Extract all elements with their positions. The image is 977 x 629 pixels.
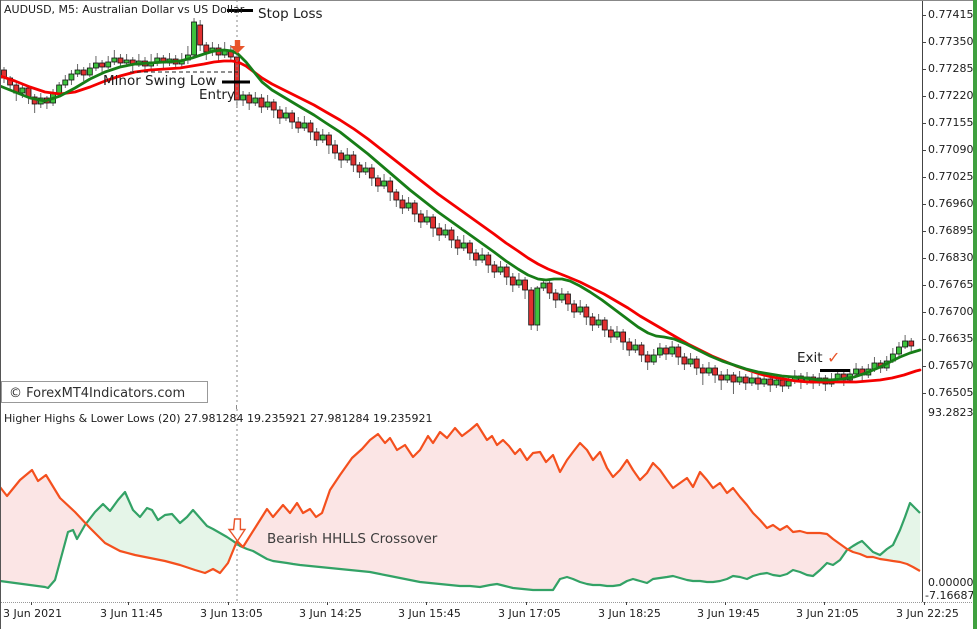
hhll-fill-areas [0,424,920,590]
price-chart-panel[interactable]: Stop Loss Minor Swing Low Entry Exit ✓ A… [0,0,922,405]
time-axis-label: 3 Jun 19:45 [697,607,760,620]
crossover-label: Bearish HHLLS Crossover [267,531,438,547]
price-axis-tick [922,177,926,178]
price-axis-tick [922,123,926,124]
time-axis-tick [725,602,726,605]
time-axis-tick [526,602,527,605]
price-axis-tick [922,339,926,340]
time-axis-label: 3 Jun 13:05 [200,607,263,620]
minor-swing-low-label: Minor Swing Low [103,73,216,89]
price-axis-label: 0.76830 [928,251,974,264]
price-axis-label: 0.77220 [928,89,974,102]
exit-label: Exit [797,350,823,366]
price-axis-tick [922,42,926,43]
price-axis-tick [922,312,926,313]
indicator-axis-label: 93.282384 [928,406,977,419]
stop-loss-label: Stop Loss [258,6,323,22]
time-axis-tick [924,602,925,605]
time-axis-label: 3 Jun 11:45 [100,607,163,620]
price-axis-tick [922,96,926,97]
frame-left [0,0,1,629]
price-axis-tick [922,258,926,259]
indicator-axis-label: -7.166873 [925,589,977,602]
price-axis-tick [922,366,926,367]
time-axis-label: 3 Jun 14:25 [299,607,362,620]
time-axis-line [0,602,974,603]
price-axis-label: 0.76960 [928,197,974,210]
time-axis-tick [824,602,825,605]
indicator-title: Higher Highs & Lower Lows (20) 27.981284… [4,412,433,425]
time-axis[interactable]: 3 Jun 2021 3 Jun 11:45 3 Jun 13:05 3 Jun 14… [0,602,974,629]
price-axis-label: 0.76505 [928,386,974,399]
price-axis-label: 0.76570 [928,359,974,372]
time-axis-label: 3 Jun 21:05 [796,607,859,620]
price-axis-label: 0.77285 [928,62,974,75]
indicator-axis-label: 0.000000 [928,576,977,589]
price-axis-label: 0.77155 [928,116,974,129]
crossover-arrow-icon [227,518,247,543]
time-axis-label: 3 Jun 18:25 [598,607,661,620]
hhll-lines [0,422,921,592]
time-axis-tick [128,602,129,605]
time-axis-tick [31,602,32,605]
time-axis-tick [426,602,427,605]
price-axis-tick [922,150,926,151]
time-axis-tick [626,602,627,605]
signal-vertical-line-gap [236,405,237,409]
watermark-text: © ForexMT4Indicators.com [9,386,185,401]
price-axis-label: 0.77090 [928,143,974,156]
price-axis-tick [922,15,926,16]
price-axis-tick [922,69,926,70]
price-axis-label: 0.76635 [928,332,974,345]
time-axis-label: 3 Jun 2021 [3,607,63,620]
price-axis-label: 0.76700 [928,305,974,318]
chart-symbol-title: AUDUSD, M5: Australian Dollar vs US Doll… [4,3,245,16]
time-axis-label: 3 Jun 22:25 [896,607,959,620]
time-axis-tick [327,602,328,605]
price-axis-tick [922,204,926,205]
screenshot-border-strip [973,0,977,629]
price-axis-tick [922,393,926,394]
time-axis-label: 3 Jun 17:05 [498,607,561,620]
price-axis-label: 0.77415 [928,8,974,21]
sell-arrow-icon [230,40,245,54]
moving-average-lines [0,48,922,384]
price-axis-tick [922,231,926,232]
frame-top [0,0,977,1]
price-axis-label: 0.76895 [928,224,974,237]
price-axis-label: 0.77350 [928,35,974,48]
price-axis-tick [922,285,926,286]
price-axis-line [922,0,923,602]
price-axis-label: 0.76765 [928,278,974,291]
time-axis-label: 3 Jun 15:45 [398,607,461,620]
price-axis-label: 0.77025 [928,170,974,183]
time-axis-tick [228,602,229,605]
entry-label: Entry [199,87,235,103]
exit-check-icon: ✓ [827,348,840,367]
price-axis[interactable]: 0.77415 0.77350 0.77285 0.77220 0.77155 0.770… [922,0,977,602]
watermark: © ForexMT4Indicators.com [1,381,208,403]
hhll-indicator-panel[interactable]: Bearish HHLLS Crossover Higher Highs & L… [0,409,922,602]
